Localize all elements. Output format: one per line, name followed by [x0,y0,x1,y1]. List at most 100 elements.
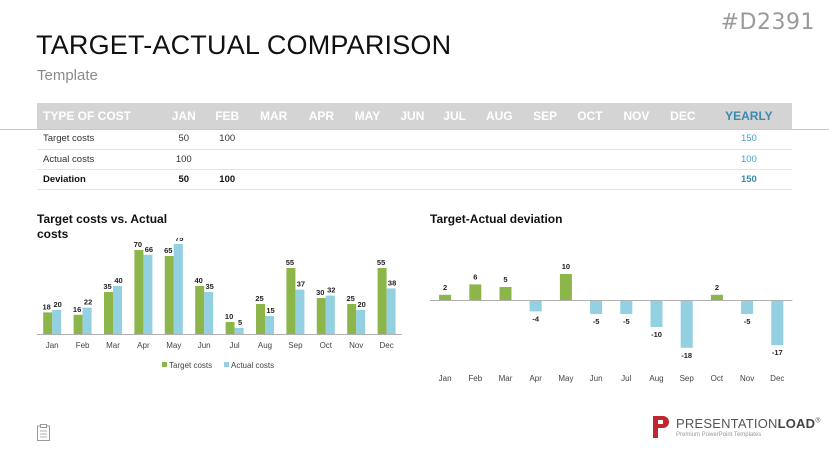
page-subtitle: Template [37,67,98,84]
data-label: 55 [377,258,385,267]
column-header: JUL [434,103,476,129]
data-label: 15 [266,306,274,315]
x-tick-label: Nov [349,341,363,350]
positive-deviation-bar [439,294,452,300]
positive-deviation-bar [559,274,572,300]
data-label: -4 [532,314,539,323]
table-header-row: TYPE OF COST JAN FEB MAR APR MAY JUN JUL… [37,103,792,129]
table-row: Deviation 50 100 150 [37,169,792,190]
data-label: 6 [473,272,477,281]
table-cell [344,169,391,190]
actual-bar [143,254,153,334]
x-tick-label: Feb [76,341,90,350]
x-tick-label: Sep [680,374,695,383]
table-cell [390,149,435,170]
data-label: 25 [347,294,355,303]
table-cell [434,149,476,170]
table-cell: 100 [162,149,206,170]
comparison-bar-chart: 18 20Jan1622Feb3540Mar7066Apr6575May4035J… [37,238,402,370]
data-label: 38 [388,278,396,287]
data-label: -5 [593,317,600,326]
column-header: MAY [344,103,391,129]
table-row: Target costs 50 100 150 [37,129,792,150]
actual-bar [234,328,244,334]
table-cell [344,129,391,150]
table-cell [390,129,435,150]
data-label: 5 [503,275,507,284]
row-label: Target costs [37,129,162,150]
yearly-cell: 150 [705,169,792,190]
data-label: -5 [623,317,630,326]
column-header: AUG [475,103,524,129]
data-label: 5 [238,318,242,327]
column-header: APR [298,103,345,129]
table-cell [298,149,345,170]
table-cell [475,169,524,190]
cost-table: TYPE OF COST JAN FEB MAR APR MAY JUN JUL… [37,103,792,190]
table-cell [344,149,391,170]
x-tick-label: Jun [198,341,211,350]
data-label: 10 [562,262,570,271]
table-cell [205,149,249,170]
positive-deviation-bar [469,284,482,300]
x-tick-label: May [558,374,573,383]
column-header-yearly: YEARLY [705,103,792,129]
x-tick-label: Jan [439,374,452,383]
data-label: 35 [206,282,214,291]
column-header: FEB [205,103,249,129]
table-cell [659,169,706,190]
legend-label-target: Target costs [169,361,212,370]
target-bar [43,312,53,334]
data-label: 10 [225,312,233,321]
x-tick-label: Apr [529,374,542,383]
x-tick-label: May [166,341,181,350]
data-label: -5 [744,317,751,326]
data-label: 66 [145,245,153,254]
x-tick-label: Nov [740,374,754,383]
chart-title-deviation: Target-Actual deviation [430,212,563,226]
x-tick-label: Apr [137,341,150,350]
logo-registered: ® [815,417,821,425]
notes-icon [37,424,50,441]
logo-name-light: PRESENTATION [676,416,778,431]
column-header: SEP [523,103,567,129]
logo-wordmark: PRESENTATIONLOAD® [676,416,821,431]
actual-bar [325,295,335,334]
x-tick-label: Jan [46,341,59,350]
data-label: 18 [43,302,51,311]
data-label: 35 [103,282,111,291]
x-tick-label: Oct [320,341,333,350]
negative-deviation-bar [771,301,784,346]
presentationload-logo: PRESENTATIONLOAD® Premium PowerPoint Tem… [652,414,820,444]
table-cell: 50 [162,169,206,190]
negative-deviation-bar [680,301,693,348]
column-header: TYPE OF COST [37,103,162,129]
table-cell [566,129,613,150]
deviation-bar-chart: 2 Jan 6 Feb 5 Mar -4 Apr 10 May -5 Jun -5 Jul -10 Aug -1… [430,262,793,383]
actual-bar [356,310,366,334]
x-tick-label: Mar [106,341,120,350]
data-label: 40 [114,276,122,285]
logo-mark-icon [653,416,669,438]
yearly-cell: 100 [705,149,792,170]
actual-bar [113,286,122,334]
x-tick-label: Jul [621,374,631,383]
data-label: 30 [316,288,324,297]
table-cell [523,149,567,170]
x-tick-label: Feb [468,374,482,383]
target-bar [225,322,235,334]
table-cell [248,129,299,150]
data-label: 32 [327,286,335,295]
data-label: 20 [54,300,62,309]
legend-swatch-target [162,362,167,367]
table-cell: 100 [205,129,249,150]
data-label: 65 [164,246,172,255]
table-cell [566,149,613,170]
table-cell [434,129,476,150]
actual-bar [52,310,62,334]
x-tick-label: Oct [711,374,724,383]
table-cell [659,149,706,170]
actual-bar [82,307,92,334]
table-cell [475,149,524,170]
column-header: JUN [390,103,435,129]
